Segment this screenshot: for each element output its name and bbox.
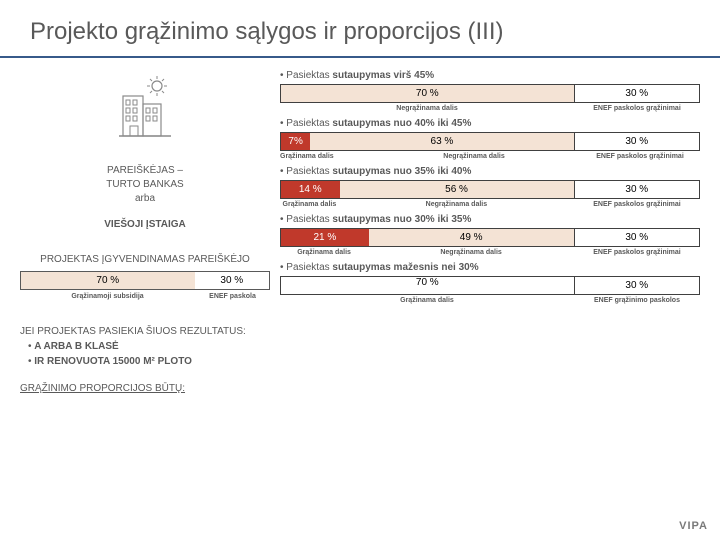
results-header: JEI PROJEKTAS PASIEKIA ŠIUOS REZULTATUS: [20,324,270,339]
right-column: • Pasiektas sutaupymas virš 45%70 %30 %N… [280,70,700,394]
split-left-label: Grąžinamoji subsidija [20,293,195,300]
bar-segment: 7% [281,133,310,150]
applicant-line: TURTO BANKAS [20,178,270,192]
split-right: 30 % [195,272,269,289]
logo: VIPA [679,520,708,532]
bar-segment: 30 % [574,229,699,246]
bar-segment: 70 % [281,277,574,294]
bar-segment: 14 % [281,181,340,198]
scenario-title: • Pasiektas sutaupymas nuo 35% iki 40% [280,166,700,177]
results-item: A ARBA B KLASĖ [28,339,270,354]
split-left: 70 % [21,272,195,289]
page-title: Projekto grąžinimo sąlygos ir proporcijo… [0,0,720,58]
applicant-line: PAREIŠKĖJAS – [20,164,270,178]
bar-sublabel: ENEF paskolos grąžinimai [574,105,700,112]
bar-segment: 30 % [574,85,699,102]
bar-sublabel: Negrąžinama dalis [339,201,574,208]
return-label: GRĄŽINIMO PROPORCIJOS BŪTŲ: [20,383,270,394]
bar-sublabel: Grąžinama dalis [280,297,574,304]
applicant-line: VIEŠOJI ĮSTAIGA [20,218,270,232]
bar-sublabel: Negrąžinama dalis [368,249,574,256]
results-block: JEI PROJEKTAS PASIEKIA ŠIUOS REZULTATUS:… [20,324,270,369]
results-item: IR RENOVUOTA 15000 M² PLOTO [28,354,270,369]
bar-segment: 30 % [574,181,699,198]
bar-sublabel: Grąžinama dalis [280,201,339,208]
results-list: A ARBA B KLASĖ IR RENOVUOTA 15000 M² PLO… [20,339,270,369]
scenario-title: • Pasiektas sutaupymas virš 45% [280,70,700,81]
bar-segment: 21 % [281,229,369,246]
scenario-bar: 70 %30 % [280,276,700,295]
scenario-title: • Pasiektas sutaupymas nuo 40% iki 45% [280,118,700,129]
split-right-label: ENEF paskola [195,293,270,300]
applicant-block: PAREIŠKĖJAS – TURTO BANKAS arba VIEŠOJI … [20,164,270,232]
scenario-sublabels: Grąžinama dalisNegrąžinama dalisENEF pas… [280,201,700,208]
applicant-line: arba [20,192,270,206]
scenario-bar: 21 %49 %30 % [280,228,700,247]
bar-sublabel: ENEF paskolos grąžinimai [574,201,700,208]
scenario-sublabels: Grąžinama dalisNegrąžinama dalisENEF pas… [280,153,700,160]
scenario-bar: 70 %30 % [280,84,700,103]
scenario-sublabels: Grąžinama dalisENEF grąžinimo paskolos [280,297,700,304]
bar-segment: 70 % [281,85,574,102]
bar-sublabel: ENEF grąžinimo paskolos [574,297,700,304]
left-column: PAREIŠKĖJAS – TURTO BANKAS arba VIEŠOJI … [20,70,280,394]
bar-segment: 63 % [310,133,573,150]
scenario-bar: 7%63 %30 % [280,132,700,151]
scenario: • Pasiektas sutaupymas virš 45%70 %30 %N… [280,70,700,112]
scenario-sublabels: Negrąžinama dalisENEF paskolos grąžinima… [280,105,700,112]
bar-sublabel: Grąžinama dalis [280,249,368,256]
scenario: • Pasiektas sutaupymas nuo 30% iki 35% 21… [280,214,700,256]
building-icon [105,70,185,150]
scenario: • Pasiektas sutaupymas nuo 40% iki 45% 7%… [280,118,700,160]
bar-sublabel: Negrąžinama dalis [280,105,574,112]
bar-sublabel: ENEF paskolos grąžinimai [574,249,700,256]
bar-segment: 30 % [574,133,699,150]
scenario-bar: 14 %56 %30 % [280,180,700,199]
project-label: PROJEKTAS ĮGYVENDINAMAS PAREIŠKĖJO [20,254,270,265]
bar-sublabel: Grąžinama dalis [280,153,368,160]
scenario-sublabels: Grąžinama dalisNegrąžinama dalisENEF pas… [280,249,700,256]
content: PAREIŠKĖJAS – TURTO BANKAS arba VIEŠOJI … [0,58,720,404]
bar-segment: 30 % [574,277,699,294]
bar-sublabel: ENEF paskolos grąžinimai [580,153,700,160]
split-bar: 70 % 30 % [20,271,270,290]
scenario-title: • Pasiektas sutaupymas mažesnis nei 30% [280,262,700,273]
scenario-title: • Pasiektas sutaupymas nuo 30% iki 35% [280,214,700,225]
bar-sublabel: Negrąžinama dalis [368,153,580,160]
split-labels: Grąžinamoji subsidija ENEF paskola [20,293,270,300]
scenario: • Pasiektas sutaupymas mažesnis nei 30% 7… [280,262,700,304]
bar-segment: 56 % [340,181,574,198]
scenario: • Pasiektas sutaupymas nuo 35% iki 40% 14… [280,166,700,208]
bar-segment: 49 % [369,229,574,246]
